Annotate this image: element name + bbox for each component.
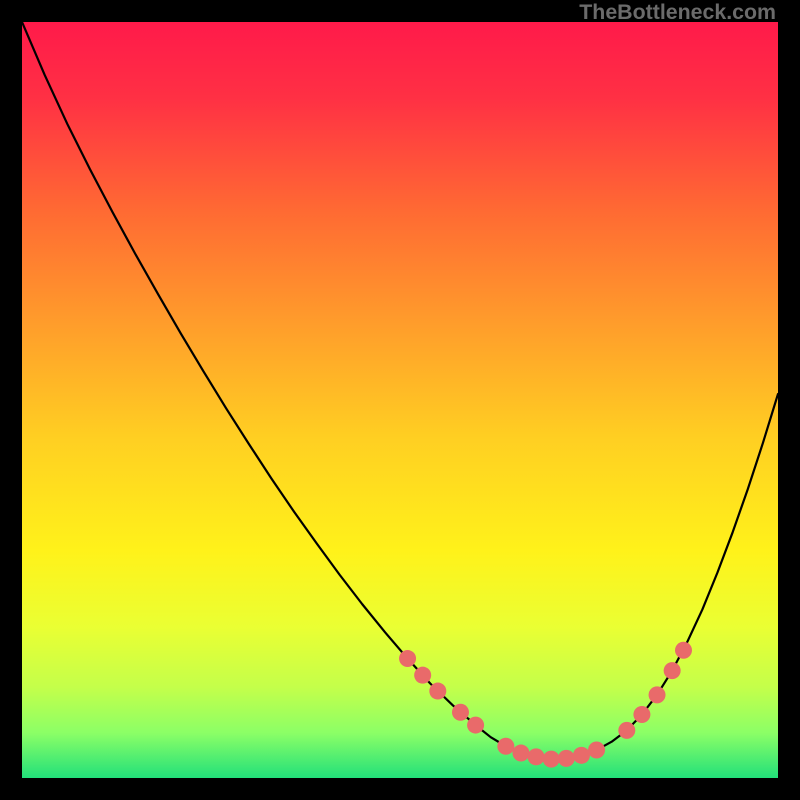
- chart-svg: [22, 22, 778, 778]
- chart-figure: TheBottleneck.com: [0, 0, 800, 800]
- plot-area: [22, 22, 778, 778]
- curve-marker: [512, 745, 529, 762]
- curve-marker: [649, 686, 666, 703]
- curve-marker: [543, 751, 560, 768]
- curve-marker: [573, 747, 590, 764]
- curve-marker: [414, 667, 431, 684]
- curve-marker: [558, 750, 575, 767]
- curve-marker: [528, 748, 545, 765]
- curve-marker: [452, 704, 469, 721]
- curve-marker: [633, 706, 650, 723]
- marker-group: [399, 642, 692, 768]
- curve-marker: [675, 642, 692, 659]
- curve-marker: [664, 662, 681, 679]
- curve-marker: [588, 742, 605, 759]
- curve-marker: [618, 722, 635, 739]
- curve-marker: [467, 717, 484, 734]
- curve-marker: [497, 738, 514, 755]
- bottleneck-curve: [22, 22, 778, 759]
- curve-marker: [429, 683, 446, 700]
- curve-marker: [399, 650, 416, 667]
